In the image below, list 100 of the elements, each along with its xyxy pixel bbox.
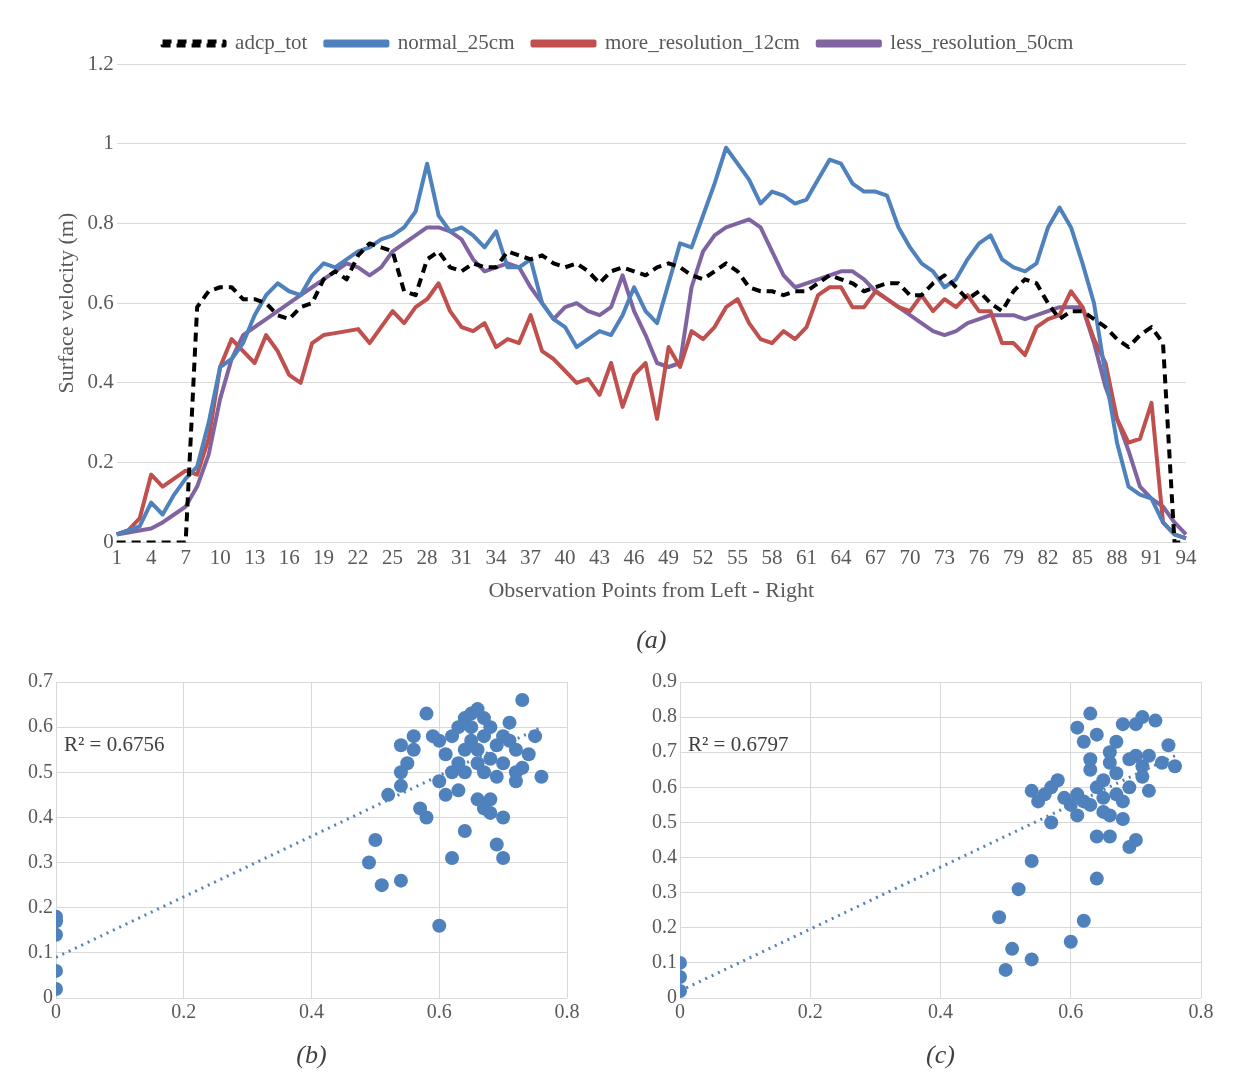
point	[1096, 790, 1111, 805]
point	[992, 910, 1007, 925]
y-tick-label: 1.2	[87, 50, 114, 75]
y-tick-label: 0.3	[652, 879, 677, 902]
point	[1141, 748, 1156, 763]
point	[1154, 755, 1169, 770]
point	[1167, 759, 1182, 774]
point	[1109, 734, 1124, 749]
point	[1050, 773, 1065, 788]
x-tick-label: 55	[727, 544, 749, 569]
point	[1011, 882, 1026, 897]
point	[1076, 734, 1091, 749]
text: (b)	[296, 1039, 327, 1069]
point	[1083, 752, 1098, 767]
point	[1135, 769, 1150, 784]
x-tick-label: 64	[830, 544, 853, 569]
point	[1115, 717, 1130, 732]
x-tick-label: 34	[485, 544, 508, 569]
x-tick-label: 40	[554, 544, 576, 569]
point	[1070, 720, 1085, 735]
point	[1024, 783, 1039, 798]
x-tick-label: 67	[865, 544, 887, 569]
x-tick-label: 52	[692, 544, 714, 569]
y-tick-label: 0.2	[87, 449, 114, 474]
x-tick-label: 88	[1106, 544, 1128, 569]
y-tick-label: 0.4	[652, 844, 677, 867]
point	[1024, 854, 1039, 869]
point	[998, 962, 1013, 977]
x-tick-label: 94	[1175, 544, 1197, 569]
y-tick-label: 0	[103, 528, 114, 553]
y-tick-label: 0.8	[87, 209, 114, 234]
y-tick-label: 0.7	[652, 739, 677, 762]
point	[1148, 713, 1163, 728]
annotation: R² = 0.6797	[688, 731, 789, 756]
point	[1063, 934, 1078, 949]
legend-label: normal_25cm	[397, 30, 515, 55]
x-tick-label: 49	[658, 544, 680, 569]
y-tick-label: 0.6	[652, 774, 677, 797]
point	[1122, 780, 1137, 795]
y-tick-label: 0.6	[87, 289, 114, 314]
legend-label: more_resolution_12cm	[605, 30, 800, 55]
point	[1128, 748, 1143, 763]
x-tick-label: 85	[1072, 544, 1094, 569]
x-tick-label: 28	[416, 544, 438, 569]
point	[1102, 755, 1117, 770]
y-axis-title: Surface velocity (m)	[52, 212, 78, 394]
y-tick-label: 0.5	[28, 759, 53, 782]
x-tick-label: 7	[180, 544, 191, 569]
point	[1089, 829, 1104, 844]
y-tick-label: 0.2	[652, 915, 677, 938]
x-tick-label: 22	[347, 544, 369, 569]
y-tick-label: 0	[667, 985, 677, 1008]
point	[1161, 738, 1176, 753]
text: (a)	[636, 624, 667, 654]
x-tick-label: 25	[382, 544, 404, 569]
x-axis-title: Observation Points from Left - Right	[488, 576, 815, 602]
x-tick-label: 4	[145, 544, 157, 569]
x-tick-label: 58	[761, 544, 783, 569]
point	[1109, 766, 1124, 781]
y-tick-label: 0.1	[652, 950, 677, 973]
point	[1089, 727, 1104, 742]
y-tick-label: 0.1	[28, 940, 53, 963]
y-tick-label: 0.3	[28, 849, 53, 872]
x-tick-label: 10	[209, 544, 231, 569]
x-tick-label: 13	[244, 544, 266, 569]
x-tick-label: 0.4	[299, 1000, 324, 1023]
point	[1135, 710, 1150, 725]
x-tick-label: 73	[934, 544, 956, 569]
legend-label: adcp_tot	[235, 30, 308, 55]
point	[1096, 773, 1111, 788]
point	[1083, 797, 1098, 812]
x-tick-label: 0.2	[171, 1000, 197, 1023]
point	[1063, 797, 1078, 812]
x-tick-label: 76	[968, 544, 990, 569]
point	[1070, 808, 1085, 823]
x-tick-label: 19	[313, 544, 335, 569]
x-tick-label: 0.4	[928, 1000, 953, 1023]
x-tick-label: 0.8	[554, 1000, 580, 1023]
y-tick-label: 0.4	[28, 804, 53, 827]
point	[1089, 871, 1104, 886]
x-tick-label: 46	[623, 544, 645, 569]
y-tick-label: 0.2	[28, 894, 53, 917]
y-tick-label: 0.9	[652, 669, 677, 692]
point	[1115, 794, 1130, 809]
point	[1102, 808, 1117, 823]
y-tick-label: 0.4	[87, 369, 115, 394]
y-tick-label: 0.7	[28, 669, 53, 692]
annotation: R² = 0.6756	[64, 731, 165, 756]
x-tick-label: 43	[589, 544, 611, 569]
x-tick-label: 37	[520, 544, 542, 569]
text: (c)	[926, 1039, 955, 1069]
x-tick-label: 16	[278, 544, 300, 569]
point	[1076, 913, 1091, 928]
point	[1024, 952, 1039, 967]
y-tick-label: 0.6	[28, 714, 53, 737]
y-tick-label: 0.5	[652, 809, 677, 832]
point	[1102, 829, 1117, 844]
y-tick-label: 0	[43, 985, 53, 1008]
x-tick-label: 0.6	[1058, 1000, 1084, 1023]
point	[1005, 941, 1020, 956]
